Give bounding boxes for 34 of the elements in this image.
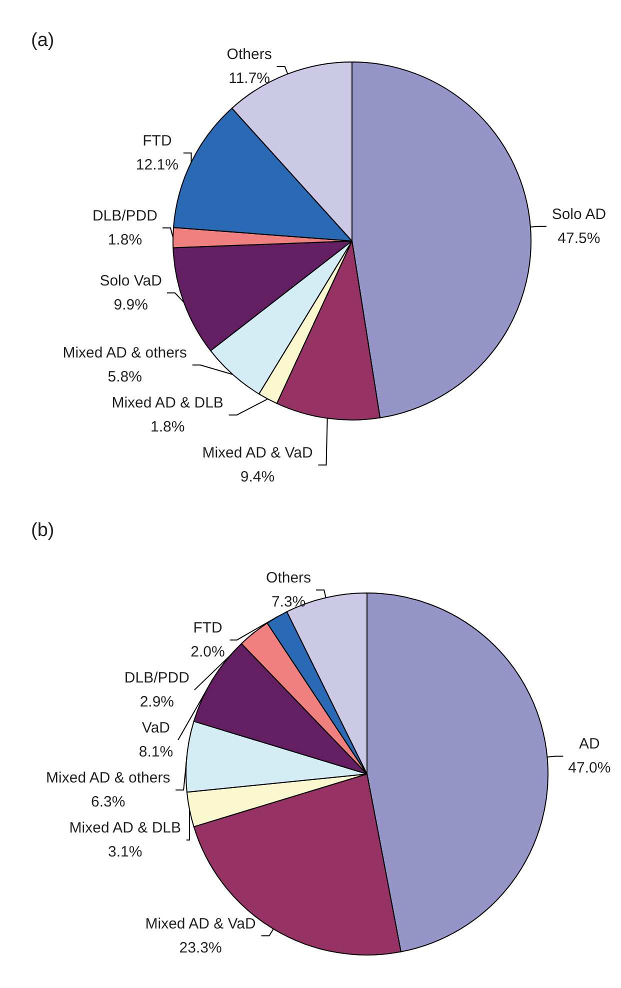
- slice-label: Mixed AD & others: [46, 769, 170, 786]
- data-label: 9.4%: [240, 468, 275, 486]
- slice-label: Mixed AD & DLB: [69, 819, 181, 836]
- data-label: 8.1%: [138, 743, 174, 760]
- slice-label: Solo AD: [552, 206, 606, 223]
- slice-label: DLB/PDD: [124, 669, 190, 686]
- data-label: 12.1%: [136, 156, 178, 174]
- data-label: 1.8%: [108, 231, 142, 248]
- slice-label: DLB/PDD: [92, 207, 158, 224]
- slice-label: VaD: [142, 719, 170, 736]
- data-label: 11.7%: [228, 70, 270, 87]
- slice-label: FTD: [193, 619, 223, 636]
- slice-label: Mixed AD & VaD: [145, 915, 256, 932]
- slice-label: Solo VaD: [100, 272, 162, 290]
- data-label: 47.5%: [558, 230, 600, 247]
- chart-title: (a): [31, 30, 54, 51]
- slice-label: Mixed AD & others: [62, 344, 187, 362]
- data-label: 47.0%: [568, 760, 611, 777]
- slice-label: Others: [266, 569, 312, 586]
- slice-label: Mixed AD & VaD: [202, 444, 313, 462]
- data-label: 7.3%: [271, 593, 306, 610]
- data-label: 5.8%: [108, 368, 142, 386]
- data-label: 9.9%: [114, 296, 148, 314]
- data-label: 3.1%: [108, 843, 142, 860]
- data-label: 6.3%: [91, 793, 126, 810]
- slice-label: Mixed AD & DLB: [112, 394, 224, 412]
- data-label: 1.8%: [150, 418, 185, 436]
- data-label: 2.0%: [190, 643, 225, 660]
- slice-label: FTD: [142, 132, 172, 150]
- data-label: 2.9%: [140, 693, 174, 710]
- chart-title: (b): [31, 520, 54, 541]
- slice-label: AD: [579, 736, 600, 753]
- data-label: 23.3%: [179, 939, 222, 956]
- slice-label: Others: [226, 46, 272, 63]
